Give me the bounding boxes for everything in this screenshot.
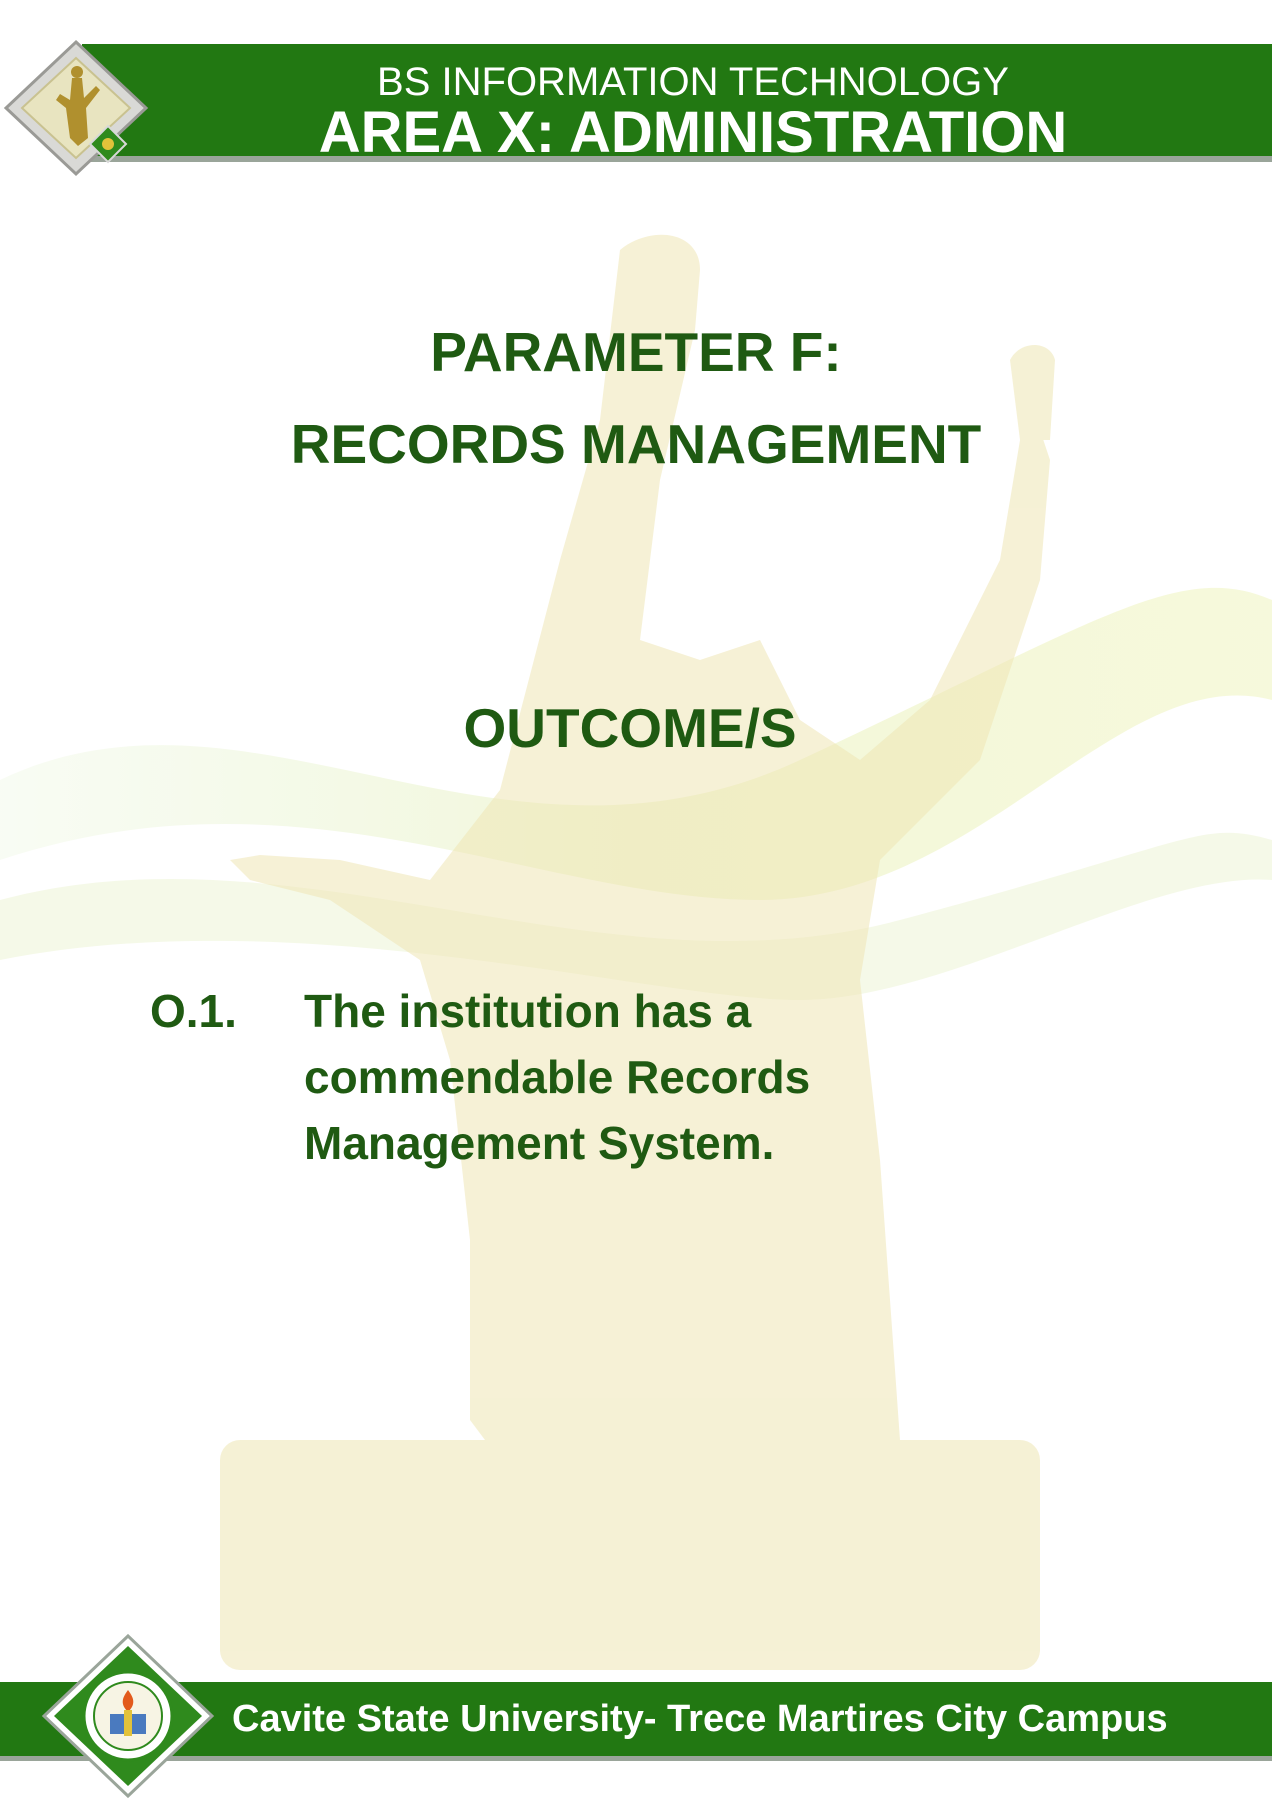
outcome-number: O.1. xyxy=(150,985,237,1037)
area-title: AREA X: ADMINISTRATION xyxy=(318,100,1068,165)
statue-diamond-logo-icon xyxy=(3,39,149,177)
university-seal-icon xyxy=(41,1633,215,1799)
program-name: BS INFORMATION TECHNOLOGY xyxy=(377,60,1009,104)
outcome-line: The institution has a xyxy=(304,985,752,1037)
campus-name: Cavite State University- Trece Martires … xyxy=(232,1698,1168,1740)
parameter-title: RECORDS MANAGEMENT xyxy=(290,413,982,475)
footer-banner xyxy=(0,1682,1272,1761)
outcome-line: Management System. xyxy=(304,1117,775,1169)
outcome-text: The institution has a commendable Record… xyxy=(304,978,1064,1176)
outcomes-heading: OUTCOME/S xyxy=(463,697,797,759)
outcome-line: commendable Records xyxy=(304,1051,811,1103)
header-banner xyxy=(82,44,1272,162)
parameter-label: PARAMETER F: xyxy=(430,321,842,383)
